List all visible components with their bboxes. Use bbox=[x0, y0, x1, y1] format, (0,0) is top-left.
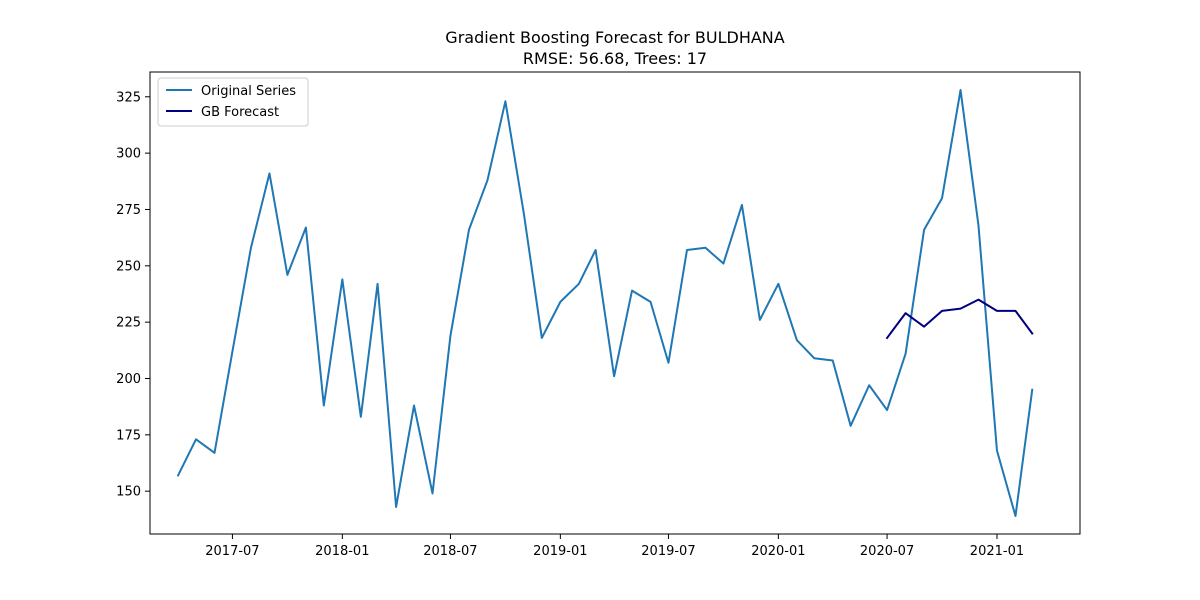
axes-frame bbox=[149, 71, 1081, 535]
x-tick-label: 2019-01 bbox=[533, 544, 587, 559]
plot-area bbox=[176, 89, 1034, 517]
series-line-gb-forecast bbox=[885, 298, 1034, 340]
y-tick-label: 150 bbox=[116, 485, 141, 500]
legend-label-original-series: Original Series bbox=[201, 84, 296, 99]
legend: Original Series GB Forecast bbox=[157, 77, 309, 127]
y-tick-label: 175 bbox=[116, 428, 141, 443]
x-tick-label: 2019-07 bbox=[641, 544, 695, 559]
y-tick-label: 200 bbox=[116, 372, 141, 387]
chart-title: Gradient Boosting Forecast for BULDHANA bbox=[445, 28, 784, 47]
x-tick-label: 2018-07 bbox=[423, 544, 477, 559]
axes: 2017-07 2018-01 2018-07 2019-01 2019-07 2020-… bbox=[116, 71, 1081, 559]
y-tick-label: 300 bbox=[116, 147, 141, 162]
x-tick-label: 2017-07 bbox=[205, 544, 259, 559]
x-tick-label: 2018-01 bbox=[315, 544, 369, 559]
x-tick-label: 2020-01 bbox=[751, 544, 805, 559]
x-tick-label: 2020-07 bbox=[860, 544, 914, 559]
legend-label-gb-forecast: GB Forecast bbox=[201, 105, 279, 120]
chart-subtitle: RMSE: 56.68, Trees: 17 bbox=[523, 49, 707, 68]
series-line-original-series bbox=[176, 89, 1034, 517]
legend-box bbox=[157, 77, 309, 127]
x-tick-label: 2021-01 bbox=[970, 544, 1024, 559]
y-tick-label: 325 bbox=[116, 90, 141, 105]
y-tick-label: 275 bbox=[116, 203, 141, 218]
y-tick-label: 225 bbox=[116, 316, 141, 331]
y-tick-label: 250 bbox=[116, 259, 141, 274]
